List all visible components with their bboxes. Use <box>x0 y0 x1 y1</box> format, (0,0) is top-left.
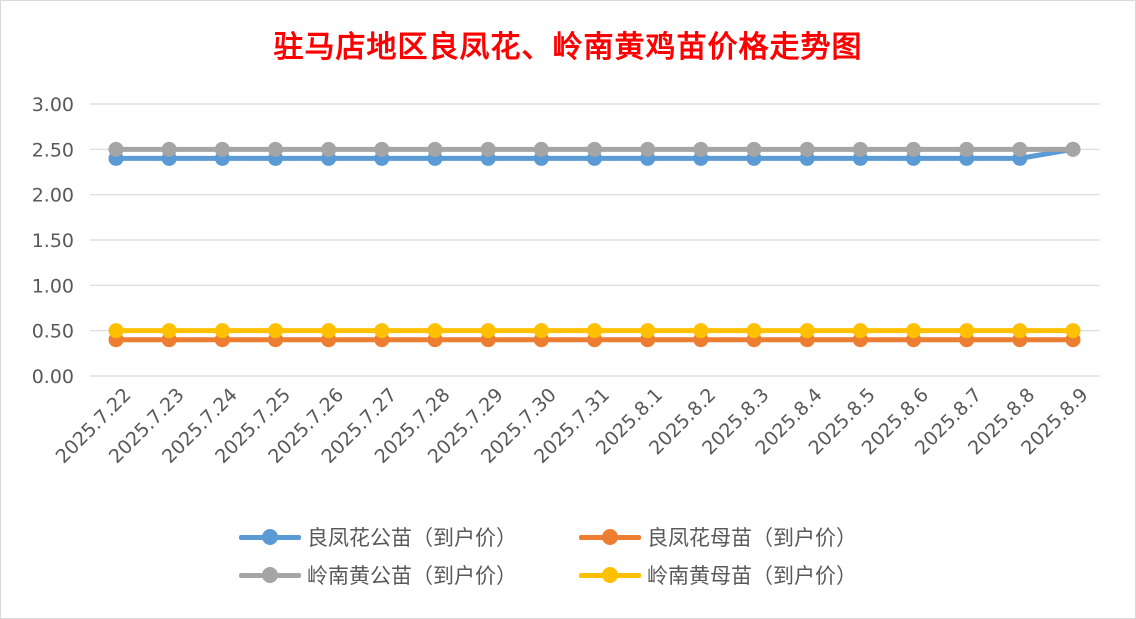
y-tick-label: 0.00 <box>32 366 74 388</box>
data-point-s3-17 <box>1012 323 1028 339</box>
y-tick-label: 2.50 <box>32 139 74 161</box>
data-point-s2-5 <box>374 141 390 157</box>
y-tick-label: 3.00 <box>32 94 74 116</box>
legend-marker <box>602 567 618 583</box>
data-point-s3-11 <box>693 323 709 339</box>
data-point-s3-10 <box>640 323 656 339</box>
legend-row: 良凤花公苗（到户价） 良凤花母苗（到户价） <box>0 518 1136 556</box>
data-point-s2-0 <box>108 141 124 157</box>
data-point-s3-6 <box>427 323 443 339</box>
data-point-s3-12 <box>746 323 762 339</box>
data-point-s3-15 <box>906 323 921 339</box>
y-tick-label: 1.50 <box>32 230 74 252</box>
data-point-s3-5 <box>374 323 390 339</box>
legend-item-male-lingnanhuang[interactable]: 岭南黄公苗（到户价） <box>239 560 557 590</box>
data-point-s2-13 <box>799 141 815 157</box>
legend-swatch-line-icon <box>579 565 641 585</box>
data-point-s2-6 <box>427 141 443 157</box>
chart-title: 驻马店地区良凤花、岭南黄鸡苗价格走势图 <box>273 30 863 65</box>
data-point-s3-9 <box>587 323 602 339</box>
data-point-s3-3 <box>268 323 283 339</box>
legend-item-male-liangfenghua[interactable]: 良凤花公苗（到户价） <box>239 522 557 552</box>
data-point-s2-11 <box>693 141 709 157</box>
legend-item-female-lingnanhuang[interactable]: 岭南黄母苗（到户价） <box>579 560 897 590</box>
legend-label: 岭南黄公苗（到户价） <box>307 564 517 588</box>
legend-marker <box>262 529 278 545</box>
legend-row: 岭南黄公苗（到户价） 岭南黄母苗（到户价） <box>0 556 1136 594</box>
legend: 良凤花公苗（到户价） 良凤花母苗（到户价） 岭南黄公苗（到户价） 岭南黄母苗（到… <box>0 518 1136 594</box>
data-point-s2-8 <box>533 141 549 157</box>
data-point-s2-4 <box>321 141 337 157</box>
data-point-s3-18 <box>1065 323 1081 339</box>
data-point-s2-7 <box>480 141 496 157</box>
data-point-s2-17 <box>1012 141 1028 157</box>
data-point-s2-16 <box>959 141 975 157</box>
data-point-s3-7 <box>480 323 496 339</box>
data-point-s2-15 <box>906 141 921 157</box>
y-tick-label: 2.00 <box>32 185 74 207</box>
data-point-s3-4 <box>321 323 337 339</box>
legend-swatch-line-icon <box>579 527 641 547</box>
legend-item-female-liangfenghua[interactable]: 良凤花母苗（到户价） <box>579 522 897 552</box>
legend-label: 岭南黄母苗（到户价） <box>647 564 857 588</box>
legend-swatch-line-icon <box>239 565 301 585</box>
data-point-s3-14 <box>852 323 868 339</box>
data-point-s3-13 <box>799 323 815 339</box>
data-point-s2-2 <box>214 141 230 157</box>
legend-label: 良凤花母苗（到户价） <box>647 526 857 550</box>
y-tick-label: 1.00 <box>32 275 74 297</box>
y-tick-label: 0.50 <box>32 321 74 343</box>
data-point-s2-1 <box>161 141 177 157</box>
data-point-s2-9 <box>587 141 602 157</box>
data-point-s2-10 <box>640 141 656 157</box>
legend-swatch-line-icon <box>239 527 301 547</box>
data-point-s3-8 <box>533 323 549 339</box>
data-point-s2-12 <box>746 141 762 157</box>
data-point-s3-0 <box>108 323 124 339</box>
legend-marker <box>262 567 278 583</box>
data-point-s3-1 <box>161 323 177 339</box>
data-point-s3-2 <box>214 323 230 339</box>
legend-marker <box>602 529 618 545</box>
data-point-s3-16 <box>959 323 975 339</box>
data-point-s2-18 <box>1065 141 1081 157</box>
data-point-s2-3 <box>268 141 283 157</box>
data-point-s2-14 <box>852 141 868 157</box>
legend-label: 良凤花公苗（到户价） <box>307 526 517 550</box>
